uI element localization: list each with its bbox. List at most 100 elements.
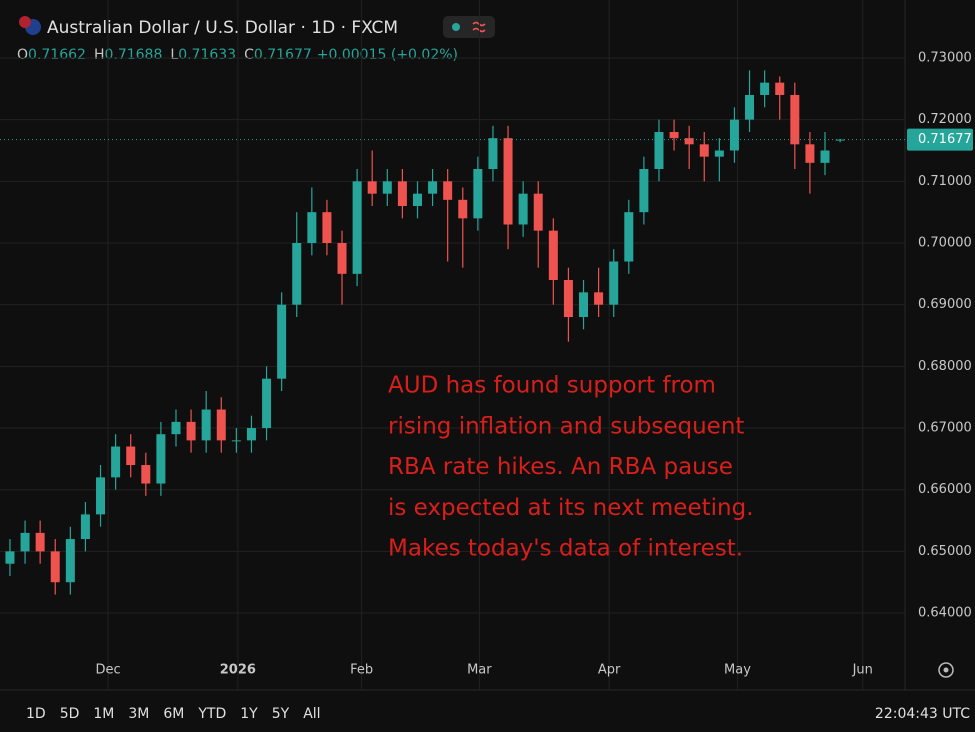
candle-body: [337, 243, 347, 274]
candle-body: [518, 193, 528, 225]
candle-body: [639, 168, 649, 213]
candle-body: [745, 94, 755, 120]
ohlc-value: 0.71633: [178, 47, 236, 63]
candle-body: [805, 144, 815, 163]
y-tick-label: 0.72000: [918, 112, 972, 127]
symbol-flag: [19, 16, 31, 28]
candle-body: [760, 82, 770, 95]
candle-body: [699, 144, 709, 157]
ohlc-label: C: [244, 47, 254, 63]
candle-body: [111, 446, 121, 478]
ohlc-value: 0.71688: [104, 47, 162, 63]
candle-body: [201, 409, 211, 441]
candle-body: [5, 551, 15, 564]
y-tick-label: 0.68000: [918, 359, 972, 374]
y-tick-label: 0.67000: [918, 421, 972, 436]
candle-body: [231, 440, 241, 442]
candle-body: [397, 181, 407, 206]
candle-body: [729, 119, 739, 151]
annotation-line: RBA rate hikes. An RBA pause: [388, 454, 733, 480]
ohlc-value: 0.71662: [28, 47, 86, 63]
range-button[interactable]: 3M: [128, 706, 149, 722]
annotation-line: AUD has found support from: [388, 373, 716, 399]
range-button[interactable]: 1Y: [240, 706, 258, 722]
candle-body: [292, 243, 302, 305]
candle-body: [65, 539, 75, 583]
candle-body: [186, 421, 196, 441]
candle-body: [126, 446, 136, 466]
clock: 22:04:43 UTC: [875, 706, 970, 722]
candle-body: [277, 304, 287, 379]
ohlc-values: O0.71662 H0.71688 L0.71633 C0.71677 +0.00015…: [17, 47, 458, 63]
x-tick-label: Feb: [350, 663, 373, 678]
x-tick-label: 2026: [220, 663, 256, 678]
last-price-label: 0.71677: [918, 132, 972, 147]
ohlc-change: +0.00015 (+0.02%): [317, 47, 458, 63]
candle-body: [352, 181, 362, 274]
ohlc-label: L: [170, 47, 178, 63]
candle-body: [367, 181, 377, 194]
candle-body: [35, 532, 45, 552]
candle-body: [307, 212, 317, 244]
candle-body: [171, 421, 181, 435]
y-tick-label: 0.64000: [918, 606, 972, 621]
candle-body: [156, 434, 166, 484]
y-tick-label: 0.70000: [918, 236, 972, 251]
candle-body: [624, 212, 634, 262]
candle-body: [246, 428, 256, 441]
candle-body: [609, 261, 619, 305]
status-dot: [452, 23, 460, 31]
candle-body: [216, 409, 226, 441]
candle-body: [548, 230, 558, 281]
candle-body: [96, 477, 106, 515]
candle-body: [443, 181, 453, 200]
candle-body: [141, 465, 151, 484]
candle-body: [654, 131, 664, 169]
plot-area: [0, 0, 905, 690]
candle-body: [262, 378, 272, 429]
range-button[interactable]: 1M: [93, 706, 114, 722]
candle-body: [669, 131, 679, 139]
settings-icon: [943, 667, 949, 673]
y-tick-label: 0.65000: [918, 544, 972, 559]
candle-body: [594, 292, 604, 305]
candle-body: [775, 82, 785, 95]
candle-body: [503, 138, 513, 225]
range-button[interactable]: All: [303, 706, 320, 722]
x-tick-label: May: [724, 663, 751, 678]
range-button[interactable]: 5D: [60, 706, 80, 722]
candle-body: [820, 150, 830, 163]
candle-body: [488, 138, 498, 169]
status-badge[interactable]: [443, 16, 495, 38]
candle-body: [790, 94, 800, 145]
candle-body: [458, 199, 468, 219]
x-tick-label: Dec: [95, 663, 120, 678]
last-price-box: [907, 128, 973, 151]
range-button[interactable]: 1D: [26, 706, 46, 722]
annotation-line: Makes today's data of interest.: [388, 536, 743, 562]
settings-icon[interactable]: [938, 662, 954, 678]
y-tick-label: 0.73000: [918, 50, 972, 65]
candle-body: [50, 551, 60, 583]
candle-body: [473, 168, 483, 219]
candle-body: [412, 193, 422, 206]
candle-body: [563, 280, 573, 318]
ohlc-header: O0.71662 H0.71688 L0.71633 C0.71677 +0.00015…: [17, 47, 458, 63]
ohlc-label: H: [94, 47, 105, 63]
candle-body: [20, 532, 30, 552]
candle-body: [684, 138, 694, 145]
candle-body: [382, 181, 392, 194]
x-tick-label: Jun: [852, 663, 873, 678]
ohlc-label: O: [17, 47, 28, 63]
annotation-line: is expected at its next meeting.: [388, 495, 754, 521]
y-tick-label: 0.69000: [918, 297, 972, 312]
candle-body: [579, 292, 589, 318]
range-button[interactable]: 5Y: [272, 706, 290, 722]
range-button[interactable]: YTD: [197, 706, 226, 722]
range-button[interactable]: 6M: [163, 706, 184, 722]
chart-title: Australian Dollar / U.S. Dollar · 1D · F…: [47, 18, 398, 38]
x-tick-label: Mar: [467, 663, 492, 678]
candle-body: [322, 212, 332, 244]
annotation-line: rising inflation and subsequent: [388, 413, 744, 439]
